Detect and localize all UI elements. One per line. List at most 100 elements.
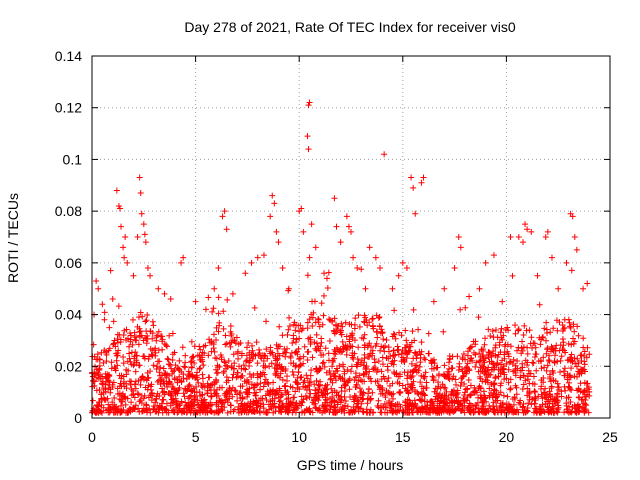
data-point bbox=[229, 336, 236, 343]
data-point bbox=[187, 359, 194, 366]
data-point bbox=[509, 361, 516, 367]
data-point bbox=[386, 398, 393, 405]
data-point bbox=[547, 348, 554, 355]
data-point bbox=[563, 400, 570, 407]
data-point bbox=[494, 397, 501, 404]
data-point bbox=[215, 328, 222, 335]
data-point bbox=[155, 328, 162, 335]
data-point bbox=[237, 394, 244, 401]
data-point bbox=[577, 380, 584, 387]
data-point bbox=[120, 353, 127, 360]
data-point bbox=[197, 365, 204, 372]
data-point bbox=[338, 397, 345, 404]
data-point bbox=[449, 388, 456, 395]
data-point bbox=[326, 402, 333, 409]
data-point bbox=[570, 321, 577, 328]
data-point bbox=[306, 382, 313, 389]
data-point bbox=[155, 377, 162, 384]
data-point bbox=[333, 365, 340, 372]
data-point bbox=[147, 328, 154, 335]
data-point bbox=[470, 409, 477, 416]
data-point bbox=[296, 328, 303, 335]
data-point bbox=[242, 366, 249, 373]
data-point bbox=[333, 377, 340, 384]
data-point bbox=[182, 364, 189, 371]
data-point bbox=[476, 373, 483, 380]
data-point bbox=[365, 390, 372, 397]
data-point bbox=[115, 202, 122, 209]
data-point bbox=[148, 381, 155, 388]
data-point bbox=[275, 394, 282, 401]
data-point bbox=[113, 350, 120, 357]
data-point bbox=[120, 360, 127, 367]
data-point bbox=[459, 368, 466, 375]
data-point bbox=[361, 312, 368, 319]
data-point bbox=[284, 331, 291, 338]
data-point bbox=[297, 355, 304, 362]
data-point bbox=[540, 354, 547, 361]
data-point bbox=[420, 174, 427, 181]
data-point bbox=[287, 353, 294, 360]
data-point bbox=[470, 349, 477, 356]
data-point bbox=[306, 99, 313, 106]
data-point bbox=[139, 374, 146, 381]
data-point bbox=[99, 396, 106, 403]
data-point bbox=[122, 234, 129, 240]
data-point bbox=[139, 313, 146, 320]
data-point bbox=[307, 340, 314, 347]
data-point bbox=[526, 396, 533, 403]
data-point bbox=[366, 353, 373, 360]
data-point bbox=[296, 362, 303, 369]
data-point bbox=[307, 390, 314, 397]
data-point bbox=[392, 401, 399, 408]
data-point bbox=[308, 221, 315, 228]
data-point bbox=[571, 373, 578, 380]
data-point bbox=[519, 385, 526, 392]
data-point bbox=[110, 340, 117, 347]
data-point bbox=[520, 381, 527, 388]
data-point bbox=[374, 366, 381, 373]
data-point bbox=[137, 328, 144, 335]
data-point bbox=[439, 381, 446, 388]
data-point bbox=[135, 405, 142, 412]
data-point bbox=[326, 338, 333, 345]
data-point bbox=[519, 338, 526, 345]
data-point bbox=[323, 275, 330, 282]
data-point bbox=[547, 373, 554, 380]
data-point bbox=[176, 406, 183, 413]
data-point bbox=[108, 406, 115, 413]
data-point bbox=[407, 399, 414, 406]
data-point bbox=[331, 315, 338, 322]
data-point bbox=[306, 409, 313, 416]
data-point bbox=[199, 371, 206, 378]
data-point bbox=[160, 365, 167, 372]
data-point bbox=[480, 357, 487, 364]
data-point bbox=[492, 344, 499, 351]
data-point bbox=[387, 353, 394, 360]
data-point bbox=[543, 326, 550, 333]
data-point bbox=[231, 365, 238, 372]
data-point bbox=[455, 234, 462, 240]
data-point bbox=[126, 378, 133, 385]
data-point bbox=[267, 348, 274, 355]
data-point bbox=[292, 388, 299, 395]
data-point bbox=[522, 357, 529, 364]
data-point bbox=[338, 320, 345, 327]
data-point bbox=[497, 370, 504, 377]
data-point bbox=[409, 402, 416, 409]
data-point bbox=[546, 388, 553, 395]
data-point bbox=[257, 386, 264, 393]
data-point bbox=[412, 362, 419, 369]
data-point bbox=[335, 323, 342, 330]
data-point bbox=[238, 365, 245, 372]
data-point bbox=[152, 399, 159, 406]
data-point bbox=[390, 390, 397, 397]
data-point bbox=[295, 369, 302, 376]
data-point bbox=[568, 409, 575, 416]
data-point bbox=[269, 192, 276, 199]
data-point bbox=[313, 365, 319, 372]
data-point bbox=[164, 355, 171, 362]
data-point bbox=[202, 306, 209, 313]
data-point bbox=[466, 293, 473, 300]
data-point bbox=[413, 355, 420, 362]
